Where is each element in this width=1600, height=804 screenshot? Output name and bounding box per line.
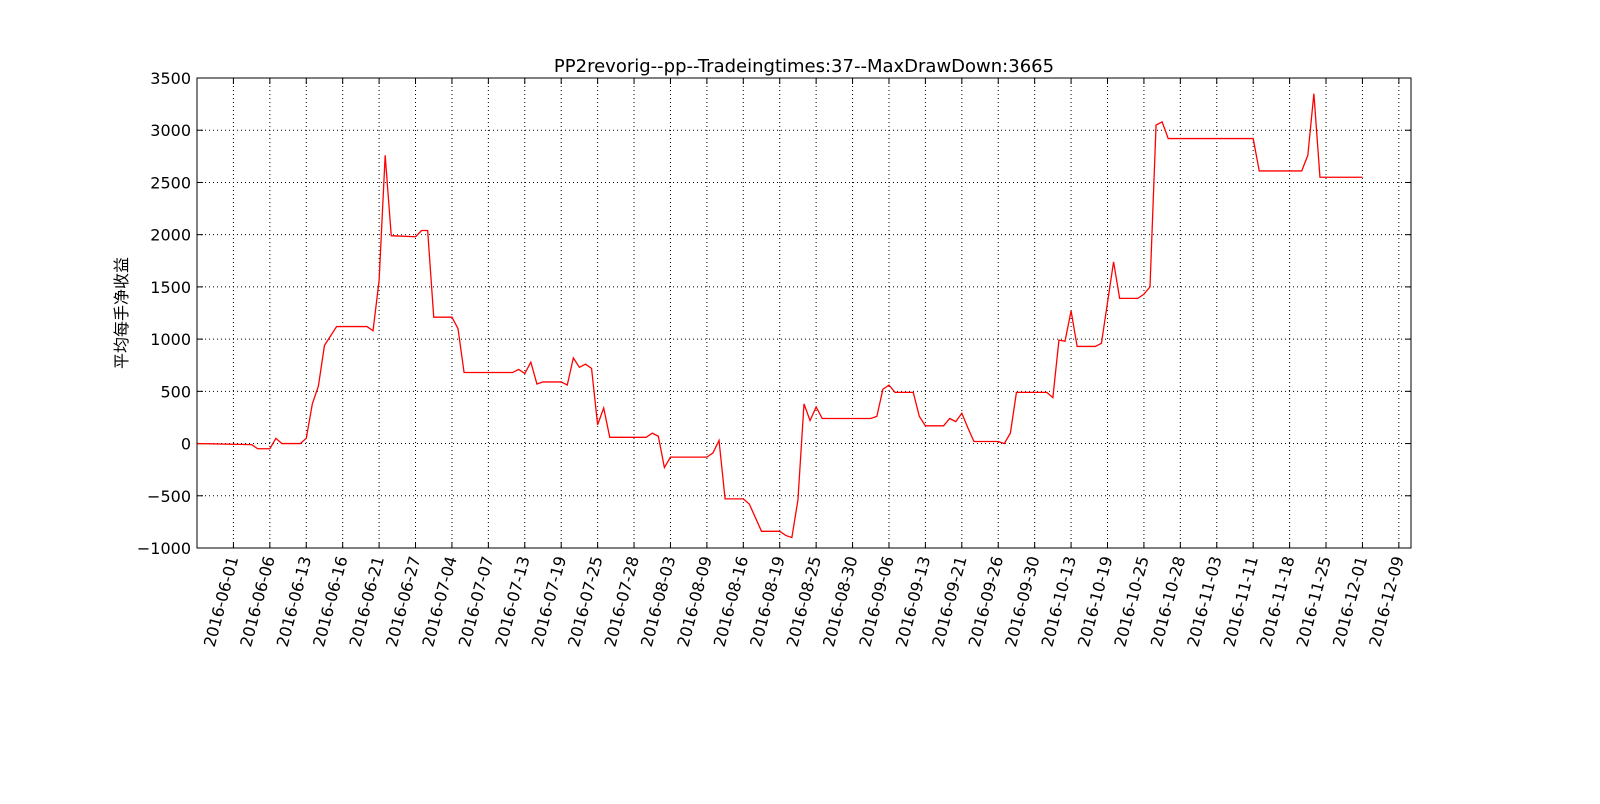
y-tick-label: 2000 <box>150 226 191 245</box>
y-tick-label: 2500 <box>150 173 191 192</box>
y-tick-label: −500 <box>147 487 191 506</box>
y-tick-label: 1500 <box>150 278 191 297</box>
y-axis-label: 平均每手净收益 <box>112 257 131 369</box>
plot-frame <box>196 77 1412 549</box>
chart-title: PP2revorig--pp--Tradeingtimes:37--MaxDra… <box>554 56 1054 77</box>
y-tick-label: 0 <box>181 435 191 454</box>
y-tick-label: −1000 <box>137 539 191 558</box>
data-line <box>196 93 1363 539</box>
y-tick-label: 3500 <box>150 69 191 88</box>
y-tick-label: 3000 <box>150 121 191 140</box>
y-tick-label: 1000 <box>150 330 191 349</box>
y-tick-label: 500 <box>160 382 191 401</box>
